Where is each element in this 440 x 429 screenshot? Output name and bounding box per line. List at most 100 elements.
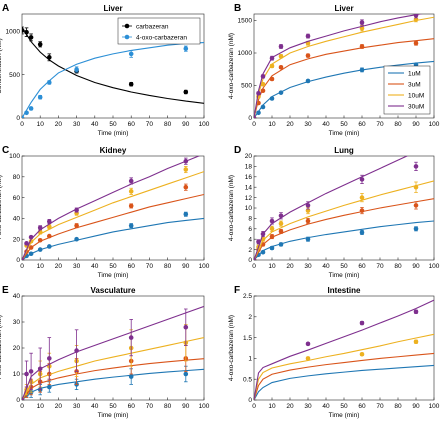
data-point-3um [269, 234, 275, 239]
data-point-30um [47, 356, 52, 361]
data-point-30um [269, 218, 275, 224]
data-point-carbazeran [22, 28, 25, 33]
data-point-carbazeran [128, 81, 134, 87]
data-point-30um [269, 55, 275, 61]
x-axis-label: Time (min) [329, 272, 360, 279]
x-tick-label: 90 [182, 403, 190, 410]
x-tick-label: 0 [252, 403, 256, 410]
data-point-carbazeran [47, 55, 52, 60]
panel-c: C Kidney 0 10 20 30 40 50 60 70 80 90 100 Time (min) 0… [0, 145, 210, 279]
y-tick-label: 10 [245, 205, 253, 212]
x-tick-label: 10 [37, 403, 45, 410]
y-tick-label: 6 [248, 226, 252, 233]
data-point-30um [74, 207, 79, 213]
y-tick-label: 1000 [6, 29, 21, 36]
y-axis-label: 4-oxo-carbazeran (nM) [0, 315, 3, 381]
x-tick-label: 20 [286, 403, 294, 410]
x-tick-label: 100 [199, 263, 210, 270]
y-tick-label: 1500 [238, 18, 253, 25]
panel-title: Liver [334, 4, 353, 13]
data-point-1um [305, 236, 311, 242]
series-line-10um [254, 180, 434, 260]
data-point-1um [413, 226, 419, 232]
x-tick-label: 50 [340, 403, 348, 410]
y-tick-label: 2 [248, 247, 252, 254]
plot-area [21, 155, 205, 261]
y-tick-label: 18 [245, 164, 253, 171]
panel-title: Lung [334, 146, 354, 155]
legend-label: 4-oxo-carbazeran [136, 34, 187, 41]
data-point-10um [260, 81, 266, 87]
data-point-4-oxo-carbazeran [128, 51, 134, 57]
y-tick-label: 0 [248, 257, 252, 264]
x-tick-label: 40 [322, 121, 330, 128]
y-axis: 0 0.5 1 1.5 2 2.5 [243, 293, 257, 404]
panel-letter: F [234, 285, 240, 296]
x-tick-label: 90 [412, 263, 420, 270]
y-axis: 0 2 4 6 8 10 12 14 16 18 20 [245, 153, 257, 264]
data-point-30um [305, 341, 311, 347]
data-point-3um [278, 229, 284, 234]
data-point-1um [128, 223, 134, 228]
series-line-3um [22, 358, 204, 400]
data-point-3um [305, 53, 311, 58]
x-tick-label: 0 [20, 263, 24, 270]
x-tick-label: 80 [164, 121, 172, 128]
x-tick-label: 30 [73, 403, 81, 410]
data-point-30um [256, 239, 261, 245]
series-line-3um [22, 193, 204, 260]
data-point-3um [28, 245, 34, 250]
x-axis-label: Time (min) [329, 130, 360, 137]
series-line-3um [254, 38, 434, 118]
data-point-3um [359, 208, 365, 213]
x-axis: 0 10 20 30 40 50 60 70 80 90 100 [20, 397, 210, 410]
data-point-30um [37, 366, 43, 372]
x-tick-label: 40 [91, 263, 99, 270]
x-tick-label: 60 [358, 121, 366, 128]
panel-letter: E [2, 285, 9, 296]
data-point-10um [413, 339, 419, 345]
data-point-30um [256, 91, 261, 96]
legend-label: 1uM [408, 70, 421, 77]
x-axis: 0 10 20 30 40 50 60 70 80 90 100 [20, 115, 210, 128]
data-point-30um [74, 348, 79, 353]
data-point-1um [183, 371, 189, 377]
data-point-30um [254, 115, 257, 118]
legend-label: 30uM [408, 103, 424, 110]
legend-box [117, 17, 201, 45]
x-axis: 0 10 20 30 40 50 60 70 80 90 100 [252, 257, 440, 270]
y-tick-label: 80 [13, 174, 21, 181]
x-tick-label: 90 [412, 121, 420, 128]
series-line-10um [22, 337, 204, 400]
panel-letter: A [2, 3, 9, 14]
x-tick-label: 0 [20, 121, 24, 128]
data-point-3um [47, 233, 52, 239]
series-line-10um [254, 333, 434, 400]
series-line-4-oxo-carbazeran [22, 42, 204, 118]
x-tick-label: 100 [429, 403, 440, 410]
data-point-3um [260, 88, 266, 93]
x-tick-label: 30 [73, 121, 81, 128]
x-tick-label: 0 [20, 403, 24, 410]
data-point-1um [269, 245, 275, 251]
data-point-30um [260, 74, 266, 79]
data-point-10um [359, 195, 365, 200]
panel-letter: C [2, 145, 9, 156]
y-axis: 0 500 1000 [6, 29, 25, 122]
x-axis: 0 10 20 30 40 50 60 70 80 90 100 [20, 257, 210, 270]
y-tick-label: 0 [248, 115, 252, 122]
y-tick-label: 20 [13, 345, 21, 352]
data-point-30um [359, 320, 365, 326]
x-tick-label: 70 [376, 403, 384, 410]
x-tick-label: 80 [394, 403, 402, 410]
data-point-1um [260, 104, 266, 110]
data-point-1um [183, 211, 189, 217]
data-point-3um [278, 65, 284, 70]
data-point-30um [128, 178, 134, 184]
data-point-1um [256, 110, 261, 116]
y-tick-label: 1 [248, 356, 252, 363]
data-point-30um [413, 14, 419, 18]
y-axis: 0 500 1000 1500 [238, 18, 257, 122]
data-point-10um [278, 53, 284, 59]
